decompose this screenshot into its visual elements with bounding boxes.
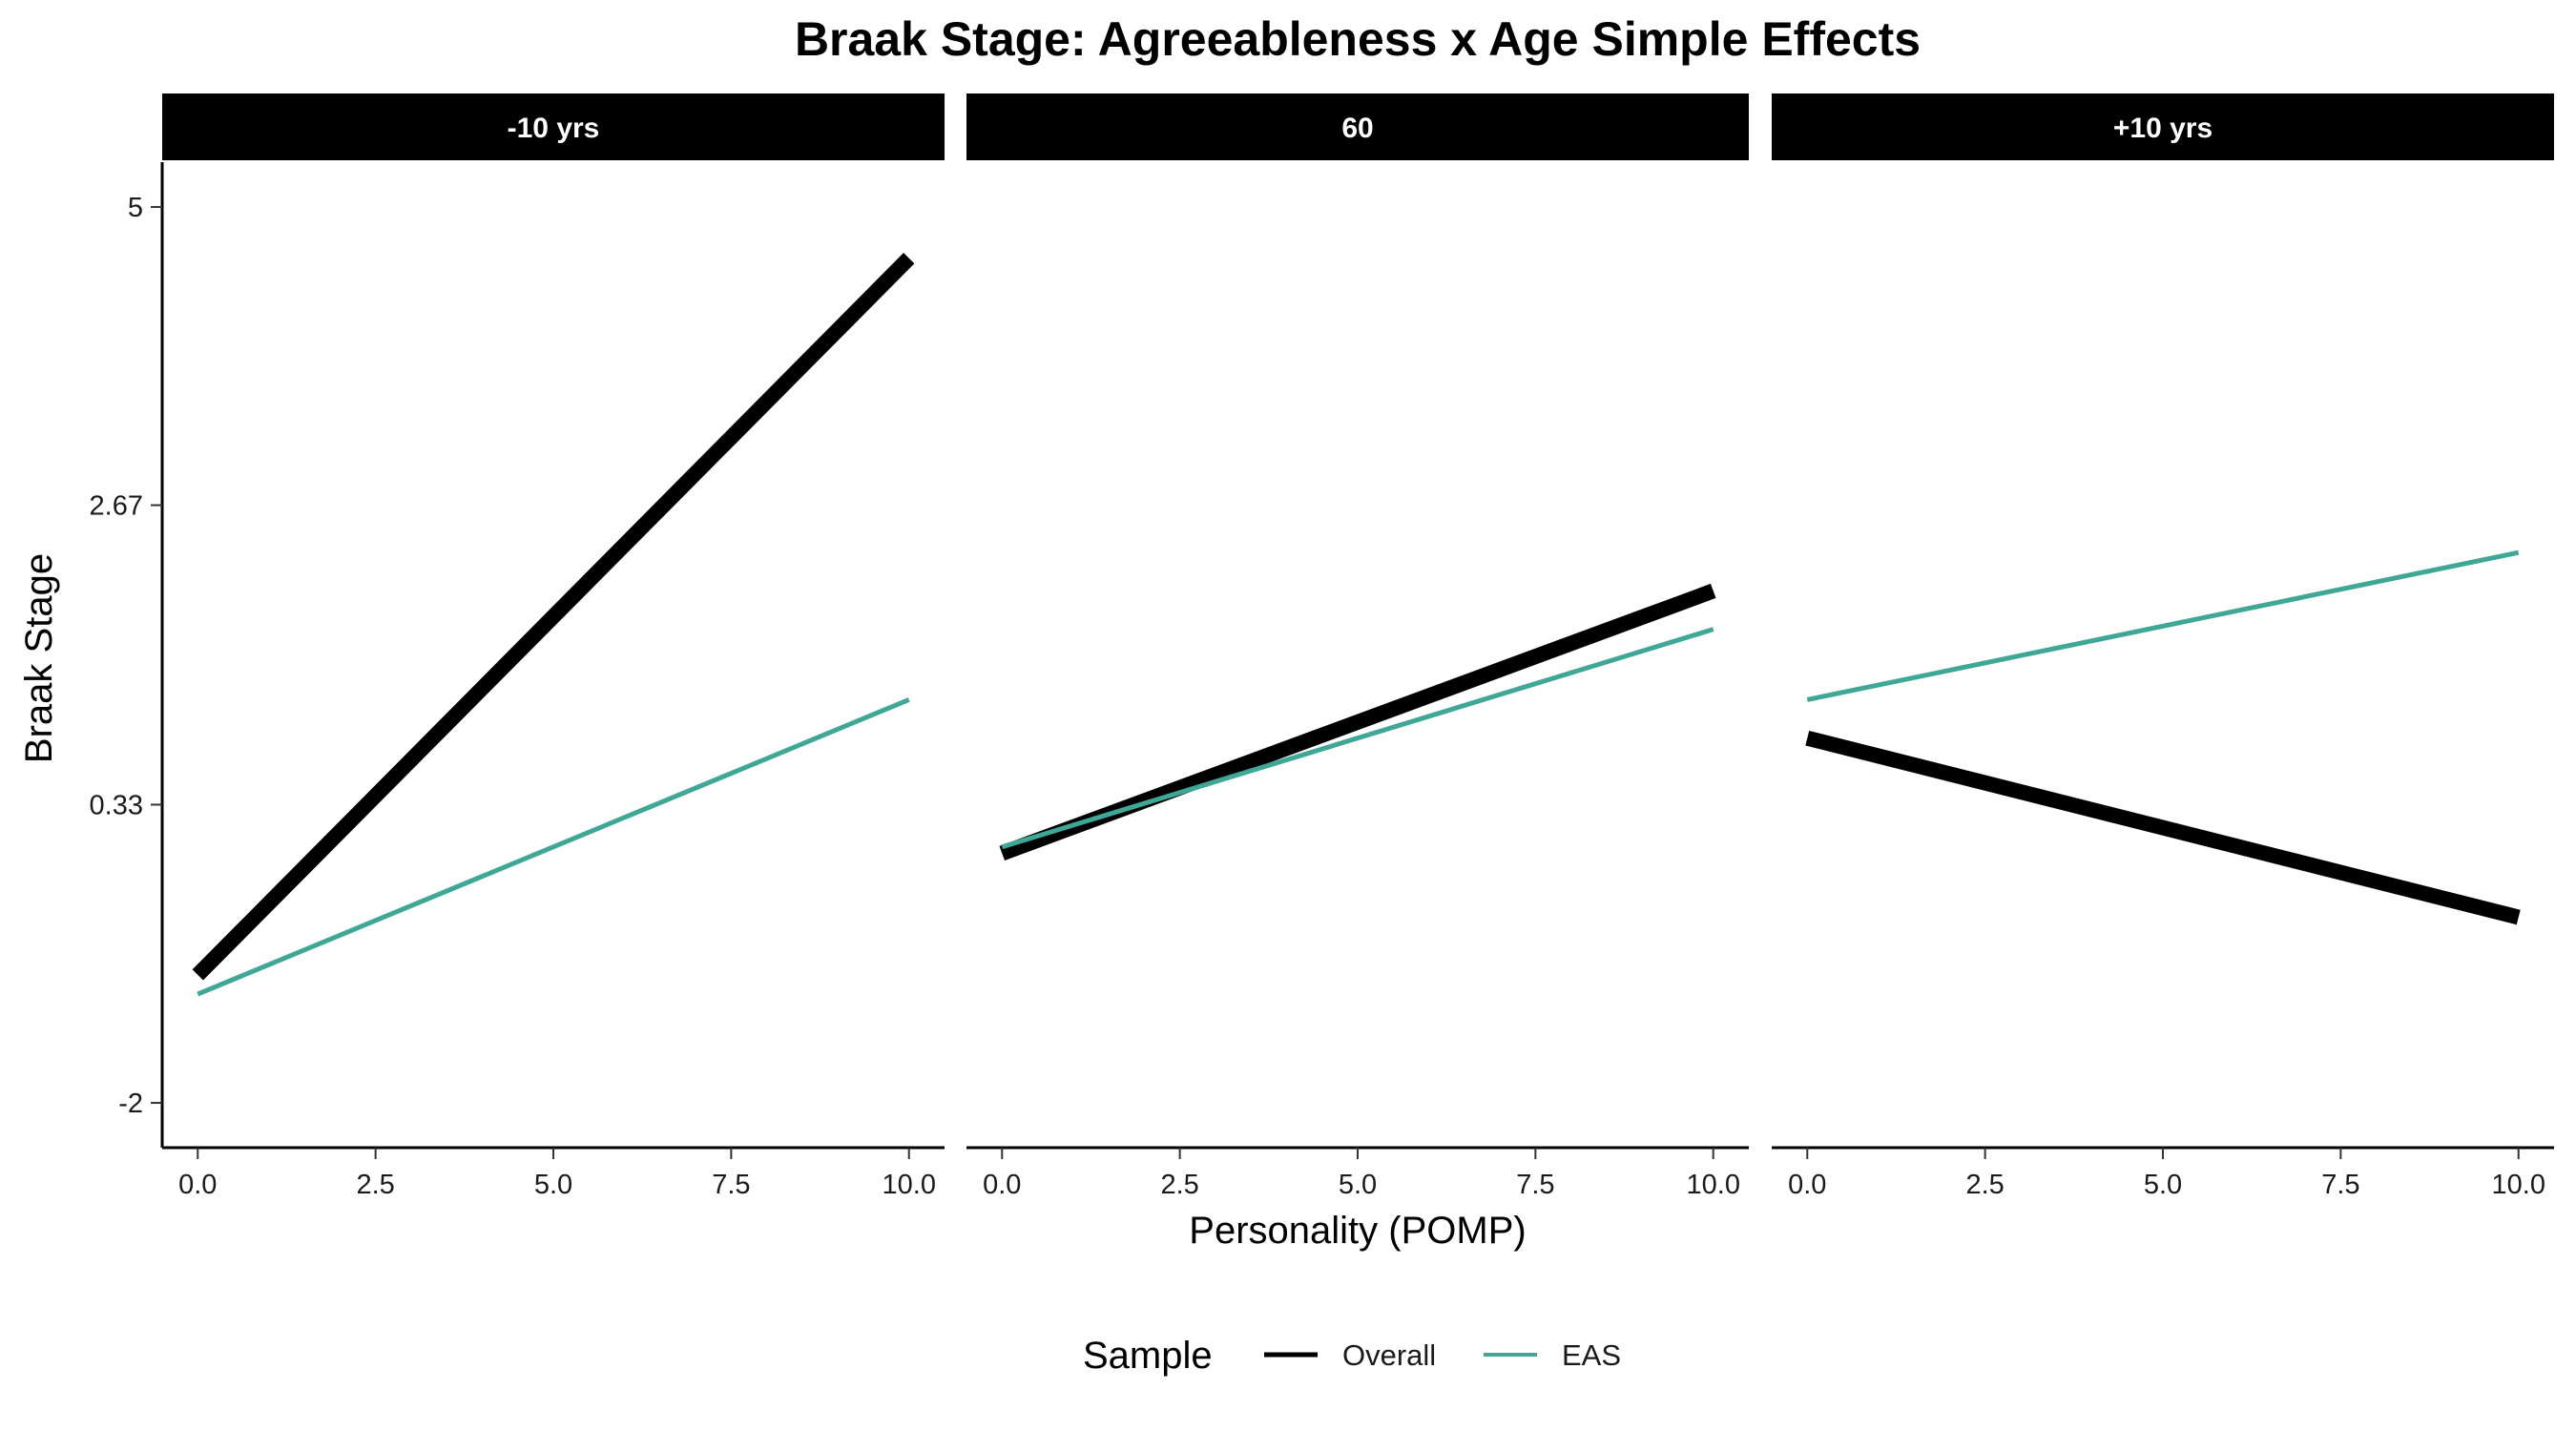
x-tick-label: 7.5 <box>1516 1170 1554 1200</box>
legend: Sample Overall EAS <box>1083 1335 1621 1377</box>
x-tick-label: 10.0 <box>1687 1170 1740 1200</box>
series-line-eas <box>1806 550 2520 702</box>
panel-strip <box>966 93 1749 160</box>
panel-1: -10 yrs 0.0 2.5 5.0 7.5 10.0 -2 0.33 2.67 5 <box>90 93 945 1200</box>
series-line-overall <box>192 252 915 981</box>
y-tick-label: 2.67 <box>90 491 143 522</box>
x-tick-label: 0.0 <box>178 1170 217 1200</box>
panel-strip-label: +10 yrs <box>2113 113 2212 144</box>
x-tick-label: 10.0 <box>2492 1170 2545 1200</box>
chart-title: Braak Stage: Agreeableness x Age Simple … <box>795 12 1921 66</box>
x-tick-label: 2.5 <box>1965 1170 2004 1200</box>
y-axis-title: Braak Stage <box>18 553 60 763</box>
x-tick-label: 5.0 <box>1339 1170 1377 1200</box>
panel-3: +10 yrs 0.0 2.5 5.0 7.5 10.0 <box>1772 93 2554 1200</box>
x-tick-label: 5.0 <box>2144 1170 2182 1200</box>
panel-strip-label: -10 yrs <box>508 113 600 144</box>
legend-label-overall: Overall <box>1342 1338 1436 1372</box>
x-tick-label: 2.5 <box>1160 1170 1198 1200</box>
legend-title: Sample <box>1083 1335 1213 1377</box>
panel-strip <box>162 93 945 160</box>
x-tick-label: 10.0 <box>883 1170 936 1200</box>
x-tick-label: 0.0 <box>983 1170 1021 1200</box>
y-tick-label: -2 <box>118 1089 143 1119</box>
series-line-eas <box>1001 627 1714 850</box>
panels: -10 yrs 0.0 2.5 5.0 7.5 10.0 -2 0.33 2.67 5 60 0.0 2… <box>90 93 2554 1200</box>
panel-strip <box>1772 93 2554 160</box>
y-tick-label: 5 <box>128 193 143 223</box>
panel-2: 60 0.0 2.5 5.0 7.5 10.0 <box>966 93 1749 1200</box>
x-tick-label: 7.5 <box>2321 1170 2359 1200</box>
x-tick-label: 5.0 <box>534 1170 572 1200</box>
series-line-eas <box>197 697 910 997</box>
y-tick-label: 0.33 <box>90 790 143 820</box>
x-tick-label: 0.0 <box>1788 1170 1826 1200</box>
series-line-overall <box>1805 730 2521 925</box>
legend-label-eas: EAS <box>1562 1338 1621 1372</box>
panel-strip-label: 60 <box>1341 113 1373 144</box>
x-tick-label: 2.5 <box>356 1170 394 1200</box>
x-tick-label: 7.5 <box>712 1170 750 1200</box>
x-axis-title: Personality (POMP) <box>1189 1210 1526 1252</box>
